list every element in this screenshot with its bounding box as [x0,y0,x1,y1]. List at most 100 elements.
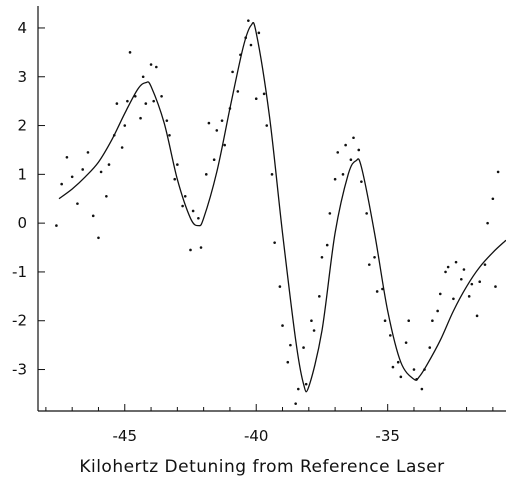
data-point [139,116,142,120]
data-point [296,387,300,391]
data-point [383,319,387,323]
data-point [155,65,158,69]
data-point [420,387,424,391]
x-tick-label: -45 [113,427,138,445]
data-point [141,75,145,79]
data-point [212,158,216,162]
data-point [460,277,463,281]
data-point [107,163,111,166]
data-point [281,324,284,327]
data-point [407,319,411,323]
x-tick-label: -40 [244,427,269,445]
data-point [236,90,240,93]
data-point [223,143,226,147]
data-point [320,255,324,259]
y-tick-label: 0 [17,214,27,232]
data-point [412,368,416,371]
data-point [160,94,163,98]
data-point [265,124,269,127]
data-point [204,173,208,176]
data-point [149,63,153,66]
data-point [431,319,434,323]
data-point [191,209,195,213]
data-point [325,243,329,247]
data-points-layer [55,19,500,405]
fit-curve-layer [58,21,506,393]
data-point [428,346,432,349]
plot-frame [37,6,506,412]
data-point [302,346,305,349]
data-point [97,236,100,240]
data-point [278,285,282,288]
data-point [289,343,292,347]
data-point [483,263,487,266]
data-point [486,221,489,225]
data-point [396,360,400,364]
data-point [231,70,234,74]
data-point [491,197,495,201]
data-point [207,121,211,125]
y-axis: 4 3 2 1 0 -1 -2 -3 [12,19,45,379]
data-point [423,368,426,371]
data-point [105,195,108,198]
y-tick-label: -1 [12,263,27,281]
data-point [244,36,248,40]
data-point [70,175,74,179]
data-point [375,290,379,293]
y-tick-label: 3 [17,68,27,86]
data-point [367,263,371,266]
data-point [294,402,297,405]
data-point [336,151,340,154]
data-point [357,148,361,152]
data-point [389,334,392,337]
data-point [86,151,90,154]
data-point [55,224,58,227]
data-point [391,365,395,369]
data-point [270,173,274,176]
data-point [438,292,442,296]
data-point [126,99,129,103]
data-point [404,341,408,344]
data-point [128,51,132,54]
data-point [189,248,192,252]
data-point [436,309,439,313]
data-point [112,134,116,137]
data-point [249,43,253,47]
data-point [454,260,458,264]
y-tick-label: 4 [17,19,27,37]
y-tick-label: -3 [12,361,27,379]
data-point [183,195,187,198]
data-point [304,382,308,386]
data-point [352,136,355,140]
data-point [341,173,345,176]
data-point [494,285,497,288]
data-point [381,287,384,291]
data-point [452,297,455,301]
data-point [399,375,403,379]
data-point [220,119,224,122]
data-point [199,246,203,249]
data-point [312,329,316,332]
y-tick-label: 1 [17,165,27,183]
data-point [165,119,169,122]
data-point [318,295,321,298]
data-point [273,241,276,244]
data-point [65,155,69,159]
data-point [462,268,466,271]
data-point [215,129,219,132]
data-point [228,107,232,110]
data-point [144,102,148,105]
data-point [254,97,258,101]
data-point [247,19,250,22]
data-point [444,270,447,274]
data-point [333,177,337,181]
data-point [415,377,418,381]
data-point [286,360,290,364]
fit-curve [58,21,506,393]
data-point [197,216,200,220]
data-point [257,31,261,35]
data-point [470,282,474,286]
data-point [349,158,353,162]
data-point [173,177,177,181]
data-point [328,212,332,215]
